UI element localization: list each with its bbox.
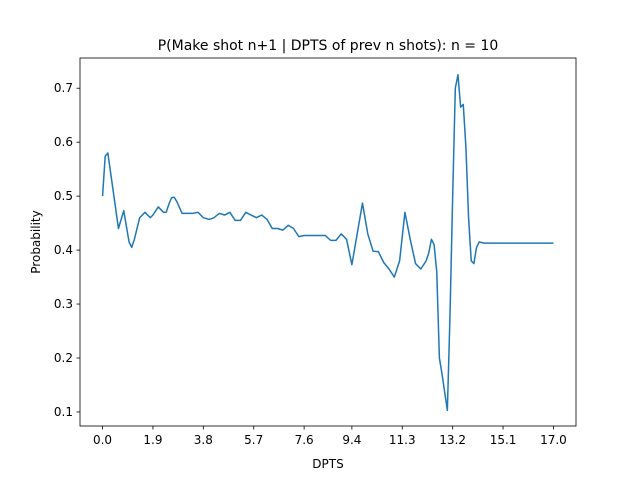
plot-area <box>101 73 554 412</box>
y-axis: 0.1 0.2 0.3 0.4 0.5 0.6 0.7 <box>54 81 80 419</box>
y-axis-label: Probability <box>29 210 43 273</box>
y-tick-label: 0.2 <box>54 351 73 365</box>
y-tick-label: 0.5 <box>54 189 73 203</box>
y-tick-label: 0.6 <box>54 135 73 149</box>
y-tick-label: 0.4 <box>54 243 73 257</box>
x-tick-label: 13.2 <box>439 433 466 447</box>
x-tick-label: 15.1 <box>490 433 517 447</box>
x-tick-label: 1.9 <box>143 433 162 447</box>
plot-frame <box>79 57 577 427</box>
x-tick-label: 11.3 <box>389 433 416 447</box>
x-tick-label: 17.0 <box>540 433 567 447</box>
y-tick-label: 0.1 <box>54 405 73 419</box>
y-tick-label: 0.3 <box>54 297 73 311</box>
x-axis-label: DPTS <box>312 457 343 471</box>
x-axis: 0.0 1.9 3.8 5.7 7.6 9.4 11.3 13.2 15.1 17.0 <box>93 426 567 447</box>
x-tick-label: 7.6 <box>295 433 314 447</box>
x-tick-label: 3.8 <box>194 433 213 447</box>
x-tick-label: 5.7 <box>244 433 263 447</box>
chart-title: P(Make shot n+1 | DPTS of prev n shots):… <box>158 38 499 54</box>
series-line-0 <box>101 73 554 412</box>
x-tick-label: 0.0 <box>93 433 112 447</box>
x-tick-label: 9.4 <box>342 433 361 447</box>
y-tick-label: 0.7 <box>54 81 73 95</box>
